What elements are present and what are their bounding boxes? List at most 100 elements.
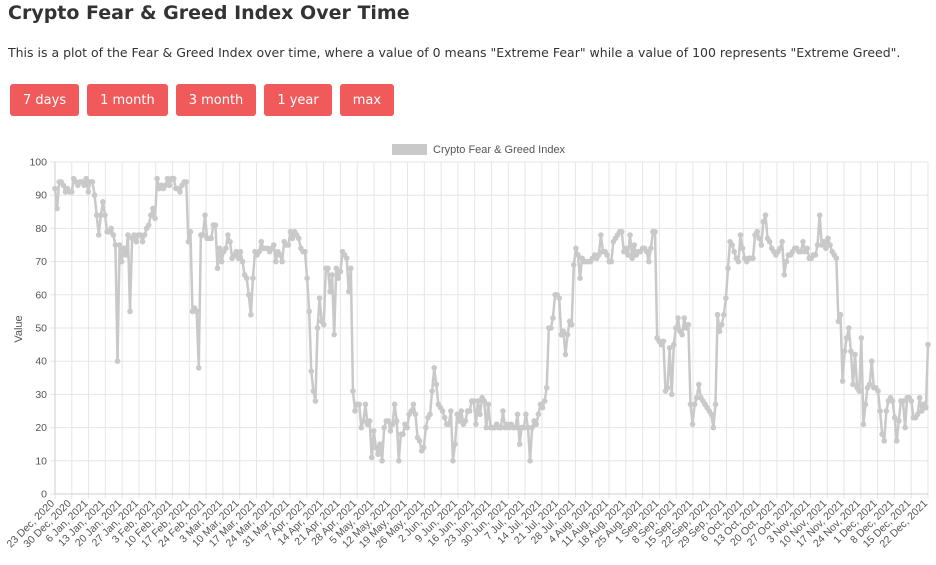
data-point[interactable] bbox=[648, 245, 654, 252]
data-point[interactable] bbox=[846, 325, 852, 331]
data-point[interactable] bbox=[739, 245, 746, 252]
data-point[interactable] bbox=[681, 315, 688, 321]
data-point[interactable] bbox=[348, 265, 354, 272]
data-point[interactable] bbox=[273, 258, 279, 265]
data-point[interactable] bbox=[250, 275, 256, 281]
data-point[interactable] bbox=[629, 255, 635, 262]
data-point[interactable] bbox=[237, 248, 244, 255]
data-point[interactable] bbox=[573, 245, 579, 252]
data-point[interactable] bbox=[708, 411, 715, 418]
data-point[interactable] bbox=[673, 325, 679, 331]
data-point[interactable] bbox=[404, 424, 410, 431]
data-point[interactable] bbox=[466, 408, 473, 414]
data-point[interactable] bbox=[116, 242, 123, 248]
data-point[interactable] bbox=[316, 295, 323, 301]
data-point[interactable] bbox=[335, 275, 342, 281]
data-point[interactable] bbox=[737, 232, 744, 238]
data-point[interactable] bbox=[475, 398, 481, 404]
data-point[interactable] bbox=[395, 458, 402, 464]
data-point[interactable] bbox=[879, 431, 885, 438]
data-point[interactable] bbox=[381, 424, 388, 431]
data-point[interactable] bbox=[212, 222, 219, 228]
data-point[interactable] bbox=[52, 185, 58, 192]
data-point[interactable] bbox=[527, 458, 533, 464]
data-point[interactable] bbox=[164, 175, 171, 182]
data-point[interactable] bbox=[473, 421, 479, 428]
data-point[interactable] bbox=[856, 388, 863, 394]
data-point[interactable] bbox=[608, 258, 615, 265]
data-point[interactable] bbox=[227, 238, 233, 245]
data-point[interactable] bbox=[208, 235, 215, 242]
data-point[interactable] bbox=[331, 331, 337, 338]
data-point[interactable] bbox=[110, 232, 117, 238]
data-point[interactable] bbox=[304, 275, 310, 281]
data-point[interactable] bbox=[618, 228, 625, 235]
data-point[interactable] bbox=[362, 401, 369, 408]
data-point[interactable] bbox=[823, 245, 829, 252]
data-point[interactable] bbox=[202, 212, 208, 218]
data-point[interactable] bbox=[841, 348, 848, 355]
data-point[interactable] bbox=[360, 418, 367, 424]
data-point[interactable] bbox=[148, 212, 154, 218]
data-point[interactable] bbox=[170, 175, 177, 182]
chart-legend[interactable]: Crypto Fear & Greed Index bbox=[392, 144, 566, 156]
data-point[interactable] bbox=[623, 245, 629, 252]
data-point[interactable] bbox=[541, 398, 548, 404]
data-point[interactable] bbox=[420, 444, 427, 451]
data-point[interactable] bbox=[716, 328, 723, 335]
data-point[interactable] bbox=[783, 258, 790, 265]
data-point[interactable] bbox=[408, 408, 415, 414]
data-point[interactable] bbox=[102, 212, 108, 218]
data-point[interactable] bbox=[516, 441, 523, 448]
data-point[interactable] bbox=[216, 245, 223, 252]
data-point[interactable] bbox=[343, 255, 350, 262]
data-point[interactable] bbox=[214, 265, 221, 272]
data-point[interactable] bbox=[598, 232, 604, 238]
data-point[interactable] bbox=[485, 401, 492, 408]
data-point[interactable] bbox=[777, 245, 783, 252]
data-point[interactable] bbox=[693, 394, 700, 401]
data-point[interactable] bbox=[860, 421, 867, 428]
data-point[interactable] bbox=[337, 268, 344, 275]
data-point[interactable] bbox=[270, 242, 277, 248]
data-point[interactable] bbox=[539, 404, 546, 411]
data-point[interactable] bbox=[523, 411, 529, 418]
data-point[interactable] bbox=[141, 232, 148, 238]
data-point[interactable] bbox=[893, 438, 900, 444]
data-point[interactable] bbox=[85, 189, 92, 195]
data-point[interactable] bbox=[477, 411, 483, 418]
data-point[interactable] bbox=[564, 331, 571, 338]
data-point[interactable] bbox=[91, 192, 98, 198]
data-point[interactable] bbox=[377, 441, 383, 448]
data-point[interactable] bbox=[691, 401, 698, 408]
data-point[interactable] bbox=[114, 358, 121, 364]
data-point[interactable] bbox=[877, 408, 883, 414]
data-point[interactable] bbox=[533, 421, 540, 428]
data-point[interactable] bbox=[133, 238, 140, 245]
data-point[interactable] bbox=[843, 335, 850, 341]
data-point[interactable] bbox=[235, 255, 242, 262]
data-point[interactable] bbox=[891, 414, 898, 421]
data-point[interactable] bbox=[568, 321, 575, 328]
data-point[interactable] bbox=[660, 338, 667, 345]
data-point[interactable] bbox=[166, 182, 173, 189]
data-point[interactable] bbox=[243, 275, 250, 281]
range-7-days-button[interactable]: 7 days bbox=[10, 84, 80, 116]
data-point[interactable] bbox=[306, 308, 312, 315]
data-point[interactable] bbox=[95, 232, 102, 238]
data-point[interactable] bbox=[233, 248, 240, 255]
data-point[interactable] bbox=[604, 252, 610, 258]
data-point[interactable] bbox=[666, 345, 673, 351]
data-point[interactable] bbox=[812, 252, 819, 258]
data-point[interactable] bbox=[375, 451, 381, 457]
data-point[interactable] bbox=[295, 235, 302, 242]
range-max-button[interactable]: max bbox=[339, 84, 395, 116]
data-point[interactable] bbox=[81, 182, 87, 189]
data-point[interactable] bbox=[837, 311, 844, 318]
data-point[interactable] bbox=[462, 418, 469, 424]
data-point[interactable] bbox=[839, 378, 846, 384]
data-point[interactable] bbox=[410, 401, 417, 408]
data-point[interactable] bbox=[833, 255, 840, 262]
data-point[interactable] bbox=[391, 401, 398, 408]
data-point[interactable] bbox=[327, 288, 333, 295]
